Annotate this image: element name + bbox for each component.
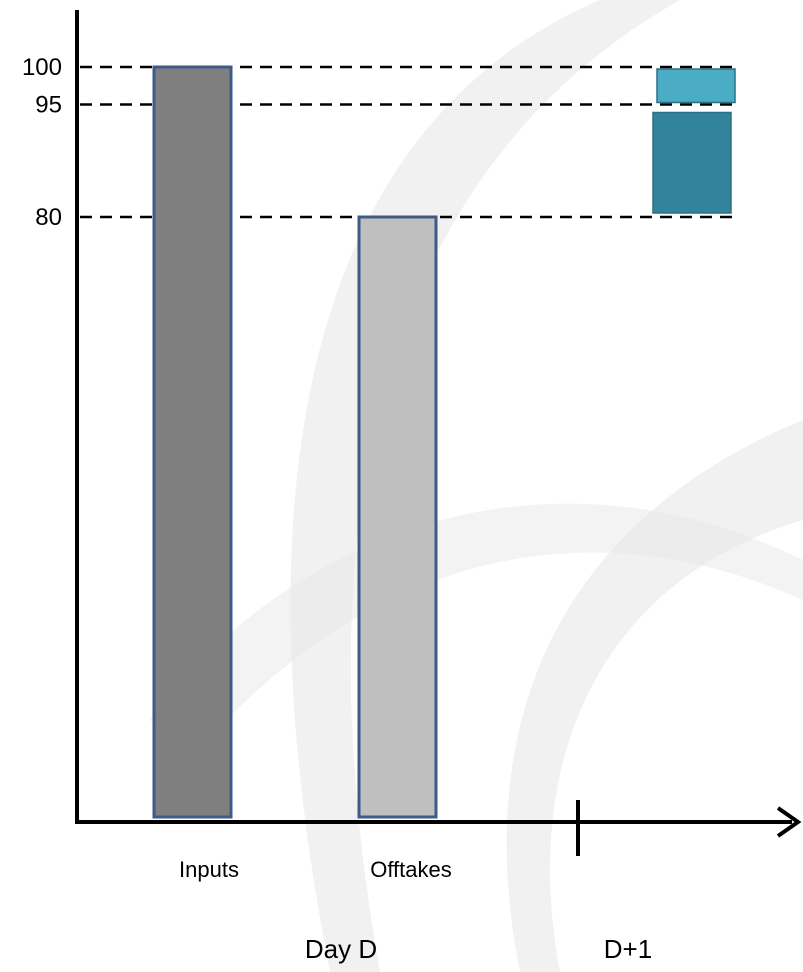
x-axis-arrowhead [776,806,802,838]
category-labels: Inputs Offtakes [179,857,452,882]
y-tick-labels: 100 95 80 [22,54,62,231]
y-tick-label: 100 [22,54,62,81]
category-label-offtakes: Offtakes [370,857,452,882]
y-tick-label: 95 [35,92,62,119]
next-day-segments [652,68,736,214]
watermark-arc [506,420,803,972]
bars [152,65,438,819]
next-day-segment-95-100 [656,68,736,104]
category-label-inputs: Inputs [179,857,239,882]
bar-offtakes [357,215,438,819]
watermark-arc [150,503,803,760]
next-day-segment-80-95 [652,111,732,214]
y-tick-label: 80 [35,204,62,231]
period-labels: Day D D+1 [305,934,652,964]
bar-inputs [152,65,233,819]
watermark-arc [290,0,680,972]
period-label: D+1 [604,934,652,964]
period-label: Day D [305,934,377,964]
